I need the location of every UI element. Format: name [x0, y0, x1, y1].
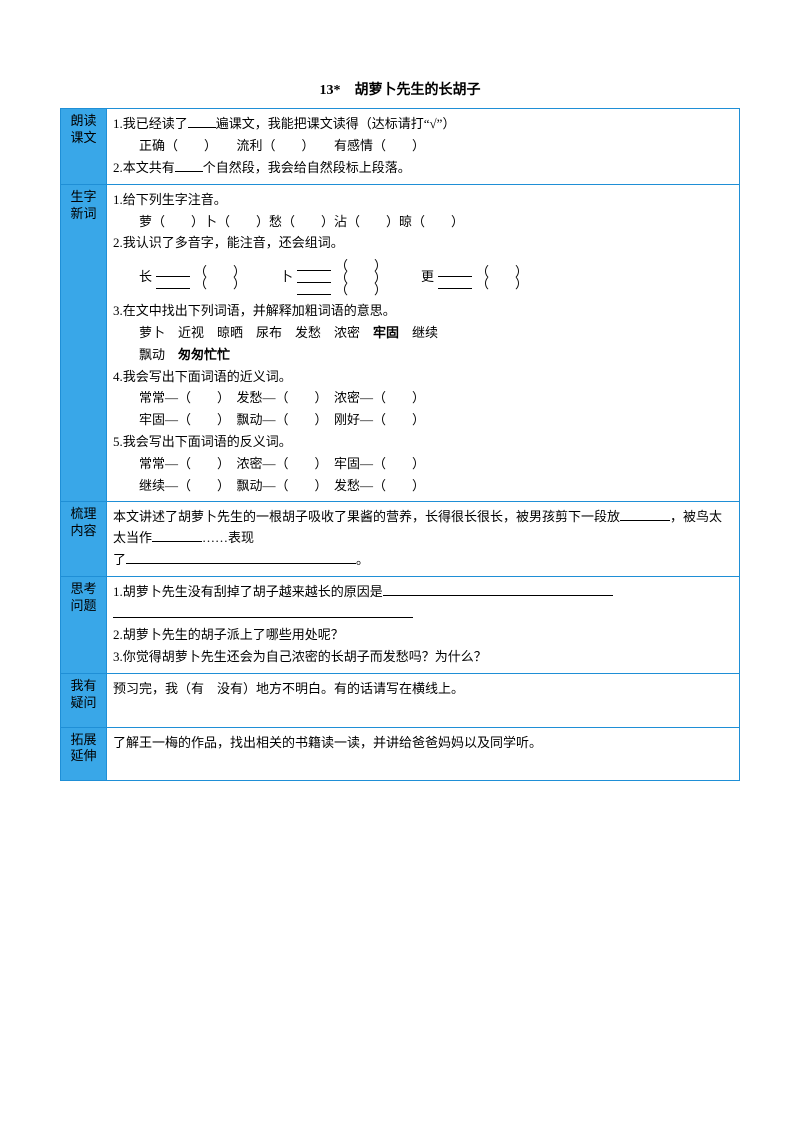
blank: [620, 508, 670, 521]
text: 牢固—（ ） 飘动—（ ） 刚好—（ ）: [139, 410, 733, 431]
row-label-questions: 思考问题: [61, 576, 107, 673]
char-group: 卜 （ ） （ ） （ ）: [280, 260, 331, 295]
paren: （ ）: [476, 274, 528, 295]
paren: （ ）: [194, 274, 246, 295]
text: 继续—（ ） 飘动—（ ） 发愁—（ ）: [139, 476, 733, 497]
blank: （ ）: [297, 260, 331, 271]
text: 2.胡萝卜先生的胡子派上了哪些用处呢？: [113, 625, 733, 646]
text: ……表现: [202, 530, 254, 545]
readings: （ ） （ ）: [156, 266, 190, 289]
text: 正确（ ） 流利（ ） 有感情（ ）: [139, 136, 733, 157]
blank: （ ）: [156, 266, 190, 277]
char: 卜: [280, 267, 293, 288]
text: 个自然段，我会给自然段标上段落。: [203, 160, 411, 175]
text: 1.胡萝卜先生没有刮掉了胡子越来越长的原因是: [113, 584, 383, 599]
worksheet-table: 朗读课文 1.我已经读了 遍课文，我能把课文读得（达标请打“√”） 正确（ ） 流…: [60, 108, 740, 781]
blank: [175, 159, 203, 172]
blank: （ ）: [156, 278, 190, 289]
text: 本文讲述了胡萝卜先生的一根胡子吸收了果酱的营养，长得很长很长，被男孩剪下一段放: [113, 509, 620, 524]
bold-word: 牢固: [373, 325, 399, 340]
text: 继续: [399, 325, 438, 340]
blank: （ ）: [297, 284, 331, 295]
text: 了解王一梅的作品，找出相关的书籍读一读，并讲给爸爸妈妈以及同学听。: [113, 733, 733, 754]
blank: （ ）: [438, 266, 472, 277]
blank: [152, 529, 202, 542]
text: 飘动: [139, 347, 178, 362]
char: 更: [421, 267, 434, 288]
paren: （ ）: [335, 280, 387, 301]
page-title: 13* 胡萝卜先生的长胡子: [60, 80, 740, 102]
row-content-questions: 1.胡萝卜先生没有刮掉了胡子越来越长的原因是 2.胡萝卜先生的胡子派上了哪些用处…: [107, 576, 740, 673]
blank: [126, 551, 356, 564]
polyphonic-chars: 长 （ ） （ ） 卜 （ ） （ ） （ ） 更: [139, 260, 733, 295]
blank: [383, 583, 613, 596]
text: 2.我认识了多音字，能注音，还会组词。: [113, 233, 733, 254]
char-group: 长 （ ） （ ）: [139, 266, 190, 289]
row-label-reading: 朗读课文: [61, 109, 107, 184]
text: 常常—（ ） 发愁—（ ） 浓密—（ ）: [139, 388, 733, 409]
blank: （ ）: [438, 278, 472, 289]
blank: [113, 605, 413, 618]
text: 3.你觉得胡萝卜先生还会为自己浓密的长胡子而发愁吗？为什么？: [113, 647, 733, 668]
row-content-reading: 1.我已经读了 遍课文，我能把课文读得（达标请打“√”） 正确（ ） 流利（ ） …: [107, 109, 740, 184]
row-label-words: 生字新词: [61, 184, 107, 502]
char: 长: [139, 267, 152, 288]
text: 了: [113, 552, 126, 567]
text: 常常—（ ） 浓密—（ ） 牢固—（ ）: [139, 454, 733, 475]
row-content-extend: 了解王一梅的作品，找出相关的书籍读一读，并讲给爸爸妈妈以及同学听。: [107, 727, 740, 781]
text: 。: [356, 552, 369, 567]
text: 预习完，我（有 没有）地方不明白。有的话请写在横线上。: [113, 679, 733, 700]
readings: （ ） （ ）: [438, 266, 472, 289]
blank: [188, 115, 216, 128]
text: 1.给下列生字注音。: [113, 190, 733, 211]
readings: （ ） （ ） （ ）: [297, 260, 331, 295]
row-label-summary: 梳理内容: [61, 502, 107, 576]
blank: （ ）: [297, 272, 331, 283]
row-content-doubts: 预习完，我（有 没有）地方不明白。有的话请写在横线上。: [107, 673, 740, 727]
text: 3.在文中找出下列词语，并解释加粗词语的意思。: [113, 301, 733, 322]
row-content-summary: 本文讲述了胡萝卜先生的一根胡子吸收了果酱的营养，长得很长很长，被男孩剪下一段放，…: [107, 502, 740, 576]
row-content-words: 1.给下列生字注音。 萝（ ）卜（ ）愁（ ）沾（ ）晾（ ） 2.我认识了多音…: [107, 184, 740, 502]
char-group: 更 （ ） （ ）: [421, 266, 472, 289]
text: 5.我会写出下面词语的反义词。: [113, 432, 733, 453]
text: 萝（ ）卜（ ）愁（ ）沾（ ）晾（ ）: [139, 212, 733, 233]
row-label-doubts: 我有疑问: [61, 673, 107, 727]
bold-word: 匆匆忙忙: [178, 347, 230, 362]
text: 1.我已经读了: [113, 116, 188, 131]
text: 4.我会写出下面词语的近义词。: [113, 367, 733, 388]
text: 萝卜 近视 晾晒 尿布 发愁 浓密: [139, 325, 373, 340]
row-label-extend: 拓展延伸: [61, 727, 107, 781]
text: 遍课文，我能把课文读得（达标请打“√”）: [216, 116, 456, 131]
text: 2.本文共有: [113, 160, 175, 175]
